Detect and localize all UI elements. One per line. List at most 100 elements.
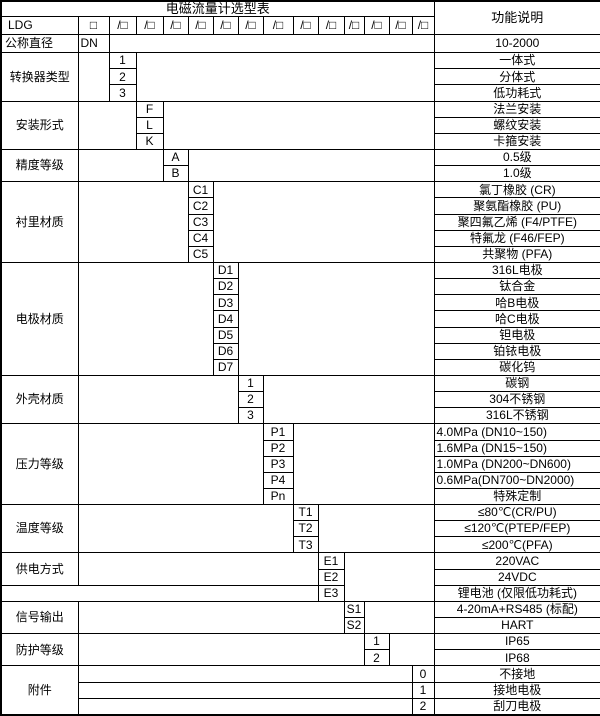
model-code-slash-box: /□	[162, 15, 189, 35]
code-cell: 2	[108, 68, 137, 86]
function-cell: 卡箍安装	[433, 132, 600, 150]
group-label-power-supply: 供电方式	[0, 552, 79, 586]
function-cell: 0.5级	[433, 148, 600, 167]
code-cell: F	[135, 100, 164, 118]
code-cell: L	[135, 116, 164, 134]
function-cell: ≤80℃(CR/PU)	[433, 504, 600, 522]
model-code-slash-box: /□	[135, 15, 164, 35]
code-cell: 1	[108, 52, 137, 70]
function-cell: 1.0级	[433, 165, 600, 183]
function-cell: 一体式	[433, 52, 600, 70]
spacer-cell	[0, 584, 319, 602]
code-cell: E1	[317, 552, 345, 570]
code-cell: 2	[363, 649, 390, 667]
code-cell: D1	[212, 261, 239, 280]
code-cell: B	[162, 165, 189, 183]
spacer-cell	[77, 374, 239, 425]
function-cell: 不接地	[433, 665, 600, 683]
function-cell: 哈B电极	[433, 294, 600, 312]
group-label-liner-material: 衬里材质	[0, 181, 79, 263]
model-code-slash-box: /□	[187, 15, 214, 35]
spacer-cell	[343, 552, 435, 602]
group-label-housing-material: 外壳材质	[0, 374, 79, 425]
code-cell: D2	[212, 278, 239, 296]
code-cell: D7	[212, 358, 239, 376]
spacer-cell	[77, 148, 164, 183]
group-label-accuracy: 精度等级	[0, 148, 79, 183]
function-cell: 220VAC	[433, 552, 600, 570]
function-cell: 特氟龙 (F46/FEP)	[433, 229, 600, 247]
spacer-cell	[363, 600, 435, 635]
code-cell: D5	[212, 326, 239, 344]
code-cell: A	[162, 148, 189, 167]
spacer-cell	[77, 261, 214, 376]
function-cell: 法兰安装	[433, 100, 600, 118]
function-cell: 聚四氟乙烯 (F4/PTFE)	[433, 213, 600, 231]
group-label-transmitter-type: 转换器类型	[0, 52, 79, 102]
spacer-cell	[77, 100, 137, 150]
code-cell: C1	[187, 181, 214, 199]
spacer-cell	[262, 374, 435, 425]
spacer-cell	[135, 52, 435, 102]
group-label-pressure-rating: 压力等级	[0, 423, 79, 506]
function-cell: 4.0MPa (DN10~150)	[433, 423, 600, 441]
function-cell: 10-2000	[433, 33, 600, 54]
function-cell: 304不锈钢	[433, 391, 600, 409]
code-cell: P1	[262, 423, 294, 441]
function-cell: 1.0MPa (DN200~DN600)	[433, 455, 600, 473]
model-code-slash-box: /□	[363, 15, 390, 35]
model-code-slash-box: /□	[212, 15, 239, 35]
code-cell: P4	[262, 471, 294, 489]
function-cell: IP65	[433, 633, 600, 651]
code-cell: DN	[77, 33, 110, 54]
code-cell: T2	[292, 520, 319, 538]
function-cell: 螺纹安装	[433, 116, 600, 134]
model-code-slash-box: /□	[317, 15, 345, 35]
code-cell: D3	[212, 294, 239, 312]
function-cell: 低功耗式	[433, 84, 600, 102]
function-cell: 刮刀电极	[433, 697, 600, 716]
model-code-slash-box: /□	[108, 15, 137, 35]
code-cell: K	[135, 132, 164, 150]
model-code-slash-box: /□	[262, 15, 294, 35]
group-label-installation: 安装形式	[0, 100, 79, 150]
model-code-slash-box: /□	[388, 15, 413, 35]
code-cell: P3	[262, 455, 294, 473]
function-cell: 24VDC	[433, 568, 600, 586]
code-cell: 1	[363, 633, 390, 651]
model-code-box: □	[77, 15, 110, 35]
model-code-slash-box: /□	[237, 15, 264, 35]
function-cell: 聚氨酯橡胶 (PU)	[433, 197, 600, 215]
code-cell: T1	[292, 504, 319, 522]
function-cell: 碳钢	[433, 374, 600, 393]
code-cell: C5	[187, 245, 214, 263]
code-cell: E2	[317, 568, 345, 586]
code-cell: 2	[237, 391, 264, 409]
function-cell: 碳化钨	[433, 358, 600, 376]
code-cell: D6	[212, 342, 239, 360]
group-label-protection-rating: 防护等级	[0, 633, 79, 667]
code-cell: 1	[411, 681, 435, 699]
group-label-electrode-material: 电极材质	[0, 261, 79, 376]
spacer-cell	[77, 181, 189, 263]
code-cell: D4	[212, 310, 239, 328]
model-prefix-label: LDG	[0, 15, 79, 35]
function-cell: 锂电池 (仅限低功耗式)	[433, 584, 600, 602]
code-cell: C3	[187, 213, 214, 231]
code-cell: S2	[343, 617, 365, 635]
spacer-cell	[77, 697, 413, 716]
function-cell: HART	[433, 617, 600, 635]
group-label-accessories: 附件	[0, 665, 79, 716]
function-cell: 共聚物 (PFA)	[433, 245, 600, 263]
function-cell: 316L不锈钢	[433, 407, 600, 425]
group-label-temperature-rating: 温度等级	[0, 504, 79, 554]
function-column-header: 功能说明	[433, 0, 600, 35]
spacer-cell	[237, 261, 435, 376]
model-code-slash-box: /□	[343, 15, 365, 35]
spacer-cell	[212, 181, 435, 263]
spacer-cell	[108, 33, 435, 54]
spacer-cell	[292, 423, 435, 506]
function-cell: 分体式	[433, 68, 600, 86]
code-cell: C4	[187, 229, 214, 247]
